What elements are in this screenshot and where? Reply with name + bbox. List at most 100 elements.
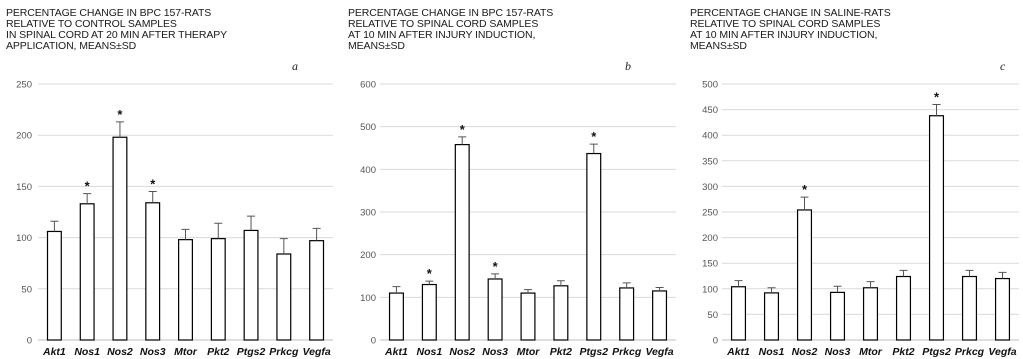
error-bar	[279, 238, 288, 254]
x-tick-label: Nos2	[449, 346, 475, 358]
error-bar	[866, 281, 875, 288]
x-tick-label: Ptgs2	[579, 346, 608, 358]
x-tick-label: Pkt2	[207, 346, 229, 358]
bar-vegfa	[994, 277, 1011, 341]
error-bar	[965, 269, 974, 277]
error-bar	[50, 220, 59, 232]
bar-akt1	[730, 286, 747, 341]
x-tick-label: Nos2	[107, 346, 133, 358]
error-bar	[655, 287, 664, 291]
bar-nos2	[112, 136, 128, 341]
x-tick-label: Pkt2	[550, 346, 572, 358]
bar-nos3	[487, 278, 503, 341]
x-tick-label: Nos1	[74, 346, 100, 358]
y-tick-label: 50	[707, 310, 718, 321]
bar-nos2	[454, 143, 470, 341]
significance-star: *	[117, 107, 123, 122]
error-bar	[83, 193, 92, 204]
bar-akt1	[46, 230, 62, 341]
y-tick-label: 200	[16, 131, 32, 142]
y-tick-label: 200	[702, 233, 718, 244]
significance-star: *	[591, 129, 597, 144]
chart-title-line: RELATIVE TO CONTROL SAMPLES	[6, 18, 177, 30]
significance-star: *	[150, 177, 156, 192]
x-tick-label: Vegfa	[645, 346, 673, 358]
error-bar	[458, 136, 467, 145]
bar-akt1	[388, 292, 404, 341]
error-bar	[899, 269, 908, 277]
error-bar	[425, 280, 434, 285]
x-tick-label: Nos3	[825, 346, 851, 358]
chart-title-line: PERCENTAGE CHANGE IN BPC 157-RATS	[348, 7, 553, 19]
x-tick-label: Pkt2	[892, 346, 914, 358]
chart-title-line: PERCENTAGE CHANGE IN BPC 157-RATS	[6, 7, 211, 19]
y-tick-label: 100	[702, 284, 718, 295]
chart-title-line: APPLICATION, MEANS±SD	[6, 40, 137, 52]
x-tick-label: Ptgs2	[922, 346, 951, 358]
chart-title-line: MEANS±SD	[690, 40, 747, 52]
y-tick-label: 600	[360, 80, 376, 91]
x-tick-label: Nos1	[416, 346, 442, 358]
x-tick-label: Nos1	[759, 346, 785, 358]
bar-nos1	[421, 283, 437, 341]
panel-label: b	[625, 59, 631, 73]
error-bar	[181, 228, 190, 240]
x-tick-label: Nos3	[482, 346, 508, 358]
y-tick-label: 300	[360, 208, 376, 219]
y-tick-label: 200	[360, 250, 376, 261]
x-tick-label: Nos3	[140, 346, 166, 358]
y-tick-label: 150	[702, 259, 718, 270]
bar-nos3	[829, 291, 846, 341]
error-bar	[800, 196, 809, 210]
chart-title-line: MEANS±SD	[348, 40, 405, 52]
bar-mtor	[862, 287, 879, 341]
bar-prkcg	[961, 275, 978, 341]
chart-title-line: AT 10 MIN AFTER INJURY INDUCTION,	[348, 29, 535, 41]
y-tick-label: 300	[702, 182, 718, 193]
bar-pkt2	[553, 285, 569, 341]
bar-ptgs2	[243, 229, 259, 341]
x-tick-label: Akt1	[726, 346, 750, 358]
significance-star: *	[802, 182, 808, 197]
chart-title-line: RELATIVE TO SPINAL CORD SAMPLES	[348, 18, 538, 30]
x-tick-label: Akt1	[42, 346, 66, 358]
significance-star: *	[493, 259, 499, 274]
x-tick-label: Akt1	[384, 346, 408, 358]
bar-vegfa	[309, 240, 325, 341]
y-tick-label: 0	[371, 336, 376, 347]
chart-panel-c: PERCENTAGE CHANGE IN SALINE-RATSRELATIVE…	[690, 7, 1019, 358]
error-bar	[392, 286, 401, 294]
error-bar	[556, 280, 565, 286]
panel-label: a	[292, 59, 298, 73]
x-tick-label: Mtor	[859, 346, 883, 358]
bar-nos3	[145, 202, 161, 341]
x-tick-label: Nos2	[792, 346, 818, 358]
y-tick-label: 100	[360, 293, 376, 304]
error-bar	[589, 143, 598, 154]
y-tick-label: 250	[16, 80, 32, 91]
y-tick-label: 500	[702, 80, 718, 91]
error-bar	[998, 271, 1007, 279]
significance-star: *	[934, 89, 940, 104]
error-bar	[524, 289, 532, 294]
error-bar	[148, 191, 157, 203]
y-tick-label: 50	[21, 284, 32, 295]
bar-nos1	[763, 292, 780, 341]
y-tick-label: 400	[702, 131, 718, 142]
x-tick-label: Mtor	[174, 346, 198, 358]
error-bar	[115, 121, 124, 138]
bar-ptgs2	[928, 115, 945, 341]
bar-prkcg	[276, 253, 292, 341]
significance-star: *	[427, 266, 433, 281]
error-bar	[491, 273, 500, 279]
chart-panel-a: PERCENTAGE CHANGE IN BPC 157-RATSRELATIV…	[6, 7, 333, 358]
chart-title-line: IN SPINAL CORD AT 20 MIN AFTER THERAPY	[6, 29, 227, 41]
error-bar	[734, 280, 743, 287]
x-tick-label: Prkcg	[612, 346, 642, 358]
y-tick-label: 500	[360, 122, 376, 133]
x-tick-label: Mtor	[517, 346, 541, 358]
x-tick-label: Ptgs2	[237, 346, 266, 358]
bar-pkt2	[210, 238, 226, 341]
y-tick-label: 350	[702, 156, 718, 167]
